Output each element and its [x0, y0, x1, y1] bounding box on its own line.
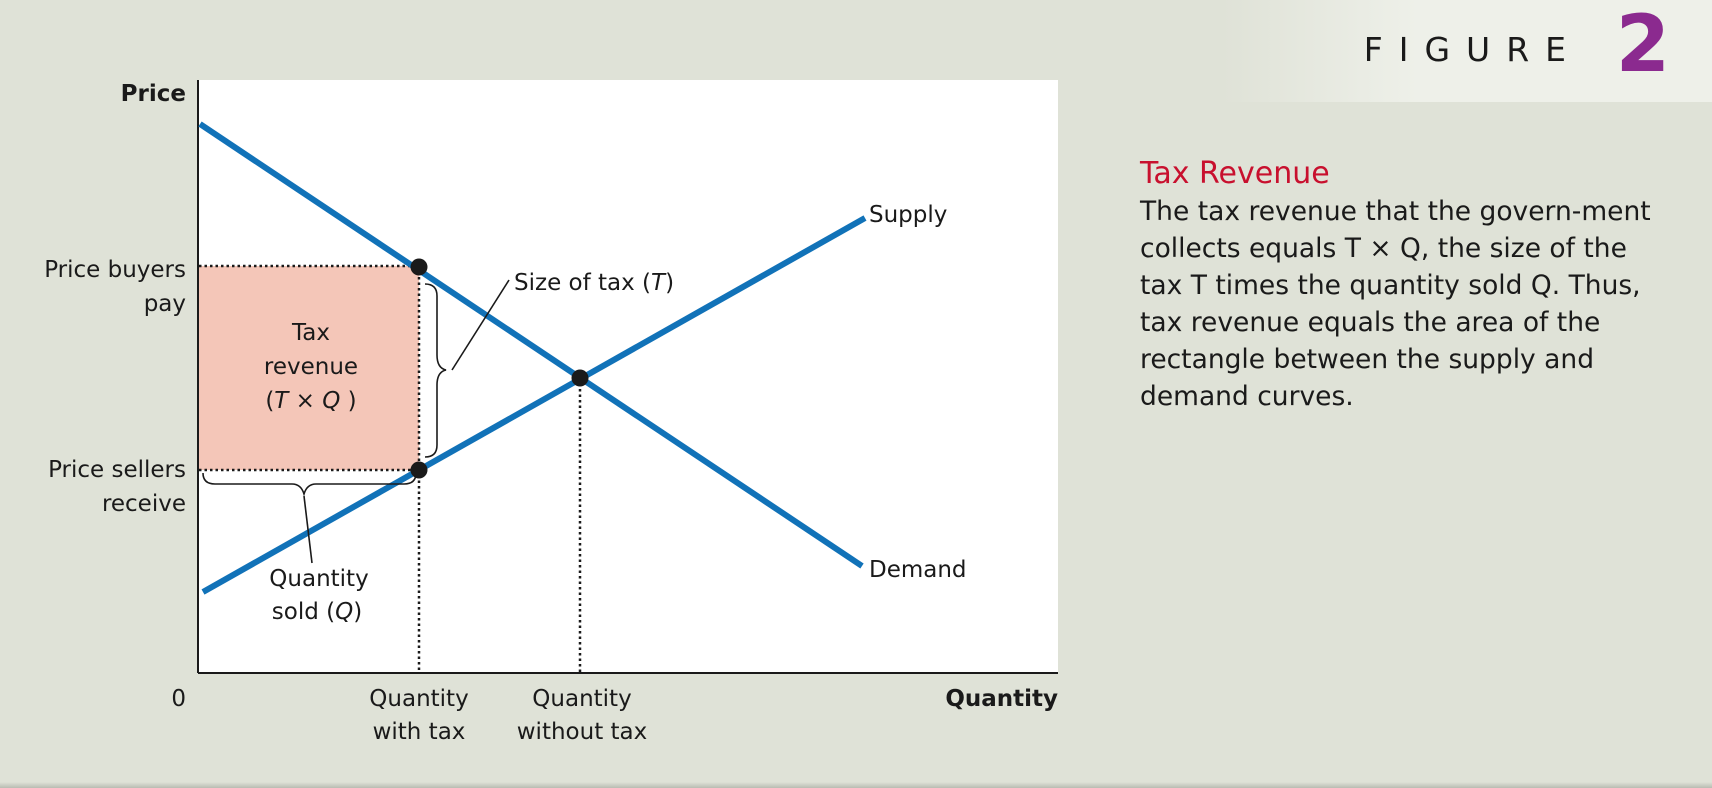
quantity-with-tax-label-line1: Quantity — [369, 686, 468, 712]
caption: Tax Revenue The tax revenue that the gov… — [1140, 156, 1660, 415]
quantity-sold-text: sold ( — [272, 599, 335, 625]
quantity-sold-label-line1: Quantity — [269, 566, 368, 592]
price-sellers-label-line2: receive — [102, 491, 186, 517]
price-buyers-label-line1: Price buyers — [44, 257, 186, 283]
quantity-sold-Q: Q — [335, 599, 353, 625]
price-sellers-label-line1: Price sellers — [48, 457, 186, 483]
size-of-tax-leader — [451, 279, 510, 371]
origin-label: 0 — [171, 686, 186, 712]
quantity-without-tax-label-line1: Quantity — [532, 686, 631, 712]
tax-revenue-chart: Price Quantity 0 Price buyers pay Price … — [44, 80, 1058, 745]
quantity-sold-leader — [303, 495, 313, 564]
quantity-sold-brace — [202, 472, 417, 497]
equilibrium-point — [571, 369, 589, 387]
demand-label: Demand — [869, 557, 967, 583]
x-axis-label: Quantity — [945, 686, 1058, 712]
caption-body: The tax revenue that the govern-ment col… — [1140, 196, 1651, 412]
price-buyers-label-line2: pay — [144, 291, 186, 317]
supply-label: Supply — [869, 202, 947, 228]
seller-price-point — [410, 461, 428, 479]
buyer-price-point — [410, 258, 428, 276]
tax-revenue-T: T — [274, 388, 290, 414]
tax-revenue-Q: Q — [322, 388, 340, 414]
caption-title: Tax Revenue — [1140, 156, 1330, 191]
size-of-tax-close: ) — [665, 270, 674, 296]
y-axis-label: Price — [121, 81, 186, 107]
quantity-sold-label-line2: sold (Q) — [272, 599, 362, 625]
supply-curve — [201, 215, 867, 595]
quantity-without-tax-label-line2: without tax — [517, 719, 648, 745]
tax-revenue-label-line3: (T × Q ) — [265, 388, 356, 414]
size-of-tax-text: Size of tax ( — [514, 270, 651, 296]
tax-revenue-close-paren: ) — [340, 388, 356, 414]
tax-revenue-label-line1: Tax — [291, 320, 330, 346]
tax-revenue-open-paren: ( — [265, 388, 274, 414]
tax-revenue-label-line2: revenue — [264, 354, 358, 380]
figure-header: FIGURE 2 — [1222, 0, 1712, 102]
figure-number: 2 — [1615, 0, 1670, 90]
size-of-tax-label: Size of tax (T) — [514, 270, 674, 296]
bottom-shadow — [0, 782, 1712, 788]
demand-curve — [198, 121, 864, 569]
figure-label: FIGURE — [1363, 30, 1582, 69]
size-of-tax-T: T — [651, 270, 667, 296]
tax-revenue-area — [199, 266, 419, 470]
quantity-sold-close: ) — [353, 599, 362, 625]
size-of-tax-brace — [424, 283, 447, 458]
quantity-with-tax-label-line2: with tax — [373, 719, 466, 745]
tax-revenue-times: × — [288, 388, 322, 414]
